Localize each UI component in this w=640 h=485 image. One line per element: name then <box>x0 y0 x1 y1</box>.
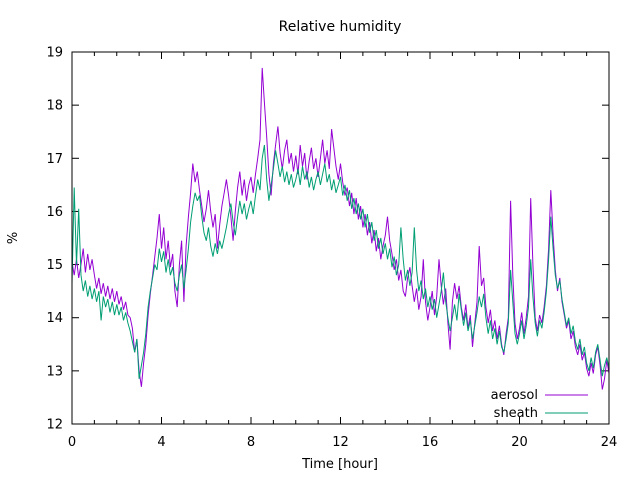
y-tick-label: 16 <box>46 205 63 220</box>
series-sheath-line <box>71 144 610 379</box>
x-axis-label: Time [hour] <box>301 457 378 472</box>
legend-label-sheath: sheath <box>494 406 538 421</box>
x-tick-label: 24 <box>601 435 618 450</box>
axis-ticks <box>71 51 610 425</box>
y-tick-label: 13 <box>46 364 63 379</box>
plot-border <box>71 51 610 425</box>
y-tick-label: 19 <box>46 46 63 61</box>
chart-title: Relative humidity <box>279 19 402 35</box>
y-tick-label: 17 <box>46 152 63 167</box>
x-tick-label: 12 <box>332 435 349 450</box>
y-tick-label: 12 <box>46 418 63 433</box>
y-tick-label: 14 <box>46 311 63 326</box>
x-tick-label: 8 <box>247 435 255 450</box>
y-tick-label: 18 <box>46 99 63 114</box>
legend-label-aerosol: aerosol <box>491 388 538 403</box>
x-tick-label: 16 <box>422 435 439 450</box>
x-tick-label: 20 <box>511 435 528 450</box>
y-axis-label: % <box>6 232 21 244</box>
series-lines <box>71 67 610 390</box>
series-aerosol-line <box>71 67 610 390</box>
legend: aerosol sheath <box>491 388 588 421</box>
axis-tick-labels: 0 4 8 12 16 20 24 12 13 14 15 16 17 18 19 <box>46 46 617 451</box>
x-tick-label: 4 <box>157 435 165 450</box>
y-tick-label: 15 <box>46 258 63 273</box>
x-tick-label: 0 <box>68 435 76 450</box>
